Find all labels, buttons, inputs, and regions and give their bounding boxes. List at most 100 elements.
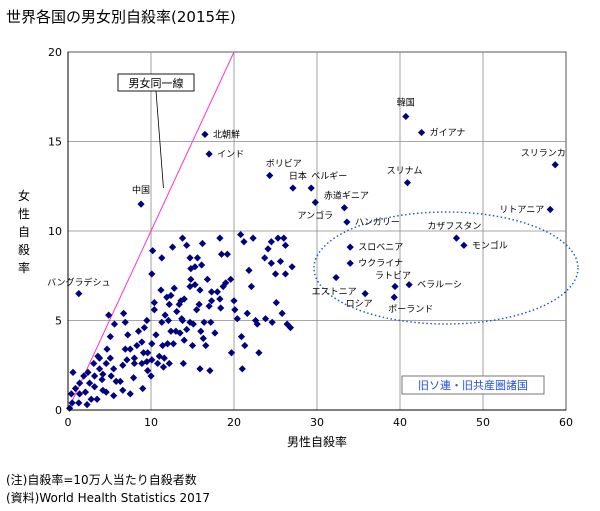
grid bbox=[67, 51, 567, 411]
labeled-data-point bbox=[390, 293, 398, 301]
labeled-data-point bbox=[346, 259, 354, 267]
point-label: スリランカ bbox=[521, 148, 566, 159]
data-point bbox=[243, 309, 251, 317]
data-point bbox=[241, 341, 249, 350]
data-point bbox=[207, 288, 216, 296]
data-point bbox=[178, 316, 187, 325]
data-point bbox=[170, 284, 178, 292]
labeled-data-point bbox=[340, 204, 348, 212]
data-point bbox=[191, 281, 199, 289]
point-label: ウクライナ bbox=[358, 258, 403, 269]
point-label: ベラルーシ bbox=[417, 280, 462, 291]
data-point bbox=[143, 316, 151, 325]
labeled-data-point bbox=[551, 161, 559, 169]
labeled-data-point bbox=[403, 179, 412, 187]
data-point bbox=[198, 239, 207, 248]
data-point bbox=[93, 395, 101, 403]
y-tick-label: 10 bbox=[48, 225, 62, 238]
data-point bbox=[106, 333, 114, 341]
data-point bbox=[255, 349, 263, 357]
reference-line-label: 男女同一線 bbox=[129, 76, 184, 90]
labeled-data-point bbox=[289, 184, 297, 192]
reference-line-label-box bbox=[117, 73, 195, 92]
data-point bbox=[147, 372, 155, 380]
data-point bbox=[138, 338, 146, 346]
data-point bbox=[134, 327, 143, 335]
data-point bbox=[195, 300, 203, 308]
point-label: アンゴラ bbox=[298, 209, 334, 221]
data-point bbox=[119, 361, 127, 369]
data-point bbox=[233, 315, 241, 323]
labeled-data-point bbox=[205, 150, 213, 158]
data-point bbox=[173, 307, 181, 316]
data-point bbox=[176, 329, 184, 337]
labeled-data-point bbox=[391, 282, 399, 291]
point-label: スロベニア bbox=[358, 243, 403, 253]
labeled-data-point bbox=[332, 273, 340, 282]
data-point bbox=[240, 238, 248, 246]
labeled-data-point bbox=[346, 243, 354, 251]
data-point bbox=[217, 304, 225, 312]
data-point bbox=[144, 367, 152, 375]
data-point bbox=[103, 345, 111, 353]
chart-title: 世界各国の男女別自殺率(2015年) bbox=[6, 8, 236, 26]
data-point bbox=[80, 372, 88, 380]
data-point bbox=[154, 359, 162, 368]
data-point bbox=[222, 279, 230, 287]
data-point bbox=[160, 354, 168, 362]
y-axis-label-char: 自 bbox=[18, 225, 30, 239]
data-point bbox=[175, 300, 183, 308]
y-tick-label: 5 bbox=[55, 315, 62, 328]
y-axis-label-char: 殺 bbox=[18, 243, 30, 257]
data-point bbox=[76, 390, 84, 398]
data-point bbox=[180, 295, 188, 303]
data-point bbox=[286, 324, 295, 332]
data-point bbox=[149, 247, 157, 255]
data-point bbox=[83, 401, 91, 409]
data-point bbox=[274, 234, 282, 242]
data-point bbox=[159, 363, 168, 371]
tick-labels: 0 10 20 30 40 50 60 0 5 10 15 20 bbox=[48, 46, 573, 429]
point-label: モンゴル bbox=[472, 239, 508, 251]
point-label: 赤道ギニア bbox=[324, 190, 369, 202]
data-point bbox=[157, 286, 165, 294]
x-tick-label: 50 bbox=[476, 416, 490, 429]
data-point bbox=[280, 234, 288, 242]
data-point bbox=[264, 245, 272, 253]
data-point bbox=[84, 368, 92, 377]
data-point bbox=[261, 254, 269, 262]
data-point bbox=[67, 390, 75, 398]
data-point bbox=[187, 264, 195, 273]
data-point bbox=[164, 316, 173, 325]
highlight-ellipse bbox=[313, 211, 579, 325]
x-axis-label: 男性自殺率 bbox=[287, 434, 347, 449]
data-point bbox=[152, 331, 160, 339]
labeled-data-point bbox=[266, 171, 274, 180]
data-point bbox=[245, 266, 253, 274]
labeled-data-point bbox=[460, 241, 468, 249]
data-point bbox=[106, 354, 114, 362]
data-point bbox=[267, 259, 275, 267]
data-point bbox=[207, 318, 215, 326]
data-point bbox=[169, 340, 178, 348]
y-axis-label-char: 性 bbox=[18, 207, 30, 221]
data-point bbox=[165, 359, 173, 368]
labeled-data-point bbox=[546, 205, 554, 214]
data-point bbox=[193, 254, 202, 262]
data-point bbox=[183, 325, 191, 334]
reference-line bbox=[67, 51, 235, 411]
reference-line-callout bbox=[155, 90, 164, 189]
data-point bbox=[217, 250, 226, 258]
data-point bbox=[66, 404, 74, 412]
data-point bbox=[278, 309, 286, 317]
data-point bbox=[140, 324, 148, 332]
point-label: 中国 bbox=[132, 184, 150, 196]
data-point bbox=[123, 356, 131, 364]
data-point bbox=[90, 359, 98, 368]
data-point bbox=[179, 359, 187, 368]
source-note: (資料)World Health Statistics 2017 bbox=[6, 491, 210, 505]
labeled-data-point bbox=[311, 198, 319, 206]
data-point bbox=[216, 234, 224, 242]
y-tick-label: 20 bbox=[48, 46, 62, 59]
